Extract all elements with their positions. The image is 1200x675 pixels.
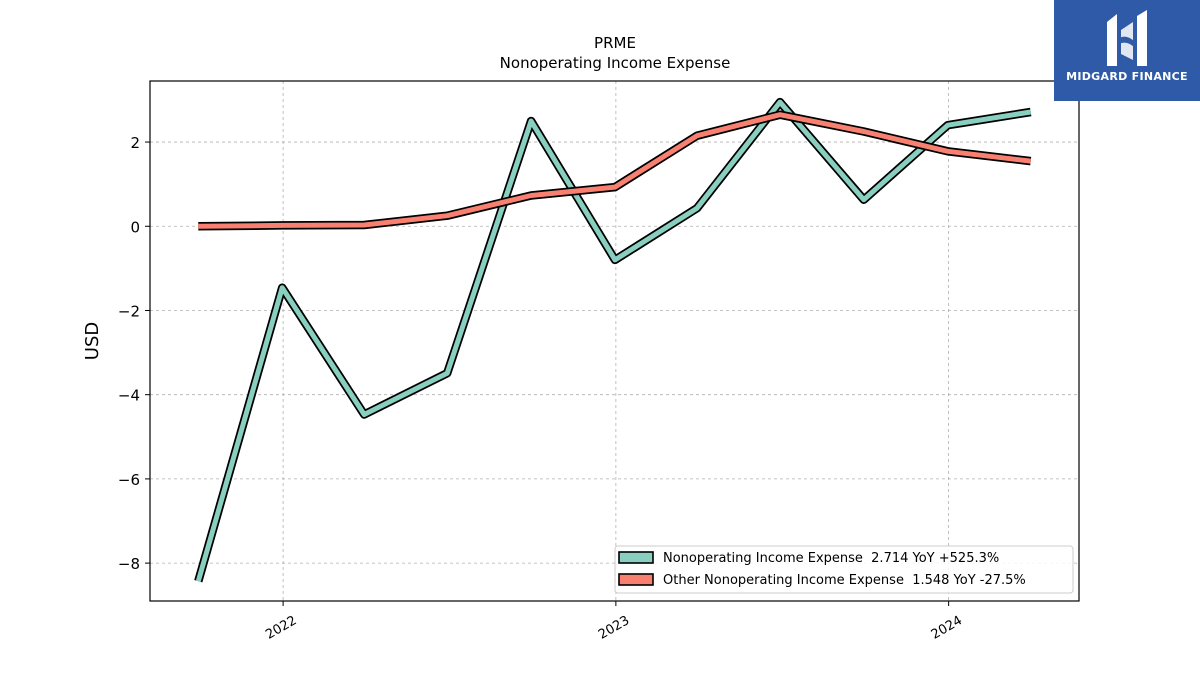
x-tick-label: 2023 (596, 613, 632, 643)
y-tick-label: −2 (118, 302, 140, 320)
grid (150, 81, 1079, 601)
x-tick-label: 2024 (929, 613, 965, 643)
chart-subtitle: Nonoperating Income Expense (500, 54, 731, 72)
y-axis-label: USD (82, 322, 103, 360)
series-line-0 (195, 99, 1032, 582)
series-outline-0 (194, 97, 1032, 583)
y-tick-label: −6 (118, 471, 140, 489)
plot-frame (149, 80, 1080, 602)
brand-logo: MIDGARD FINANCE (1054, 0, 1200, 101)
y-tick-label: 0 (130, 218, 140, 236)
brand-logo-icon (1107, 10, 1147, 66)
series-line-1 (198, 112, 1031, 229)
series-layer (194, 97, 1032, 583)
legend-label-other-nonoperating: Other Nonoperating Income Expense 1.548 … (663, 573, 1026, 588)
y-tick-label: 2 (130, 134, 140, 152)
legend-box (614, 545, 1074, 594)
legend-swatch-other-nonoperating (618, 573, 654, 586)
brand-name: MIDGARD FINANCE (1066, 70, 1188, 83)
x-tick-label: 2022 (263, 613, 299, 643)
y-tick-label: −8 (118, 555, 140, 573)
legend-label-nonoperating: Nonoperating Income Expense 2.714 YoY +5… (663, 551, 999, 566)
chart-title: PRME (594, 34, 636, 52)
series-outline-1 (198, 110, 1032, 231)
legend-swatch-nonoperating (618, 551, 654, 564)
legend: Nonoperating Income Expense 2.714 YoY +5… (614, 545, 1074, 594)
y-tick-label: −4 (118, 387, 140, 405)
